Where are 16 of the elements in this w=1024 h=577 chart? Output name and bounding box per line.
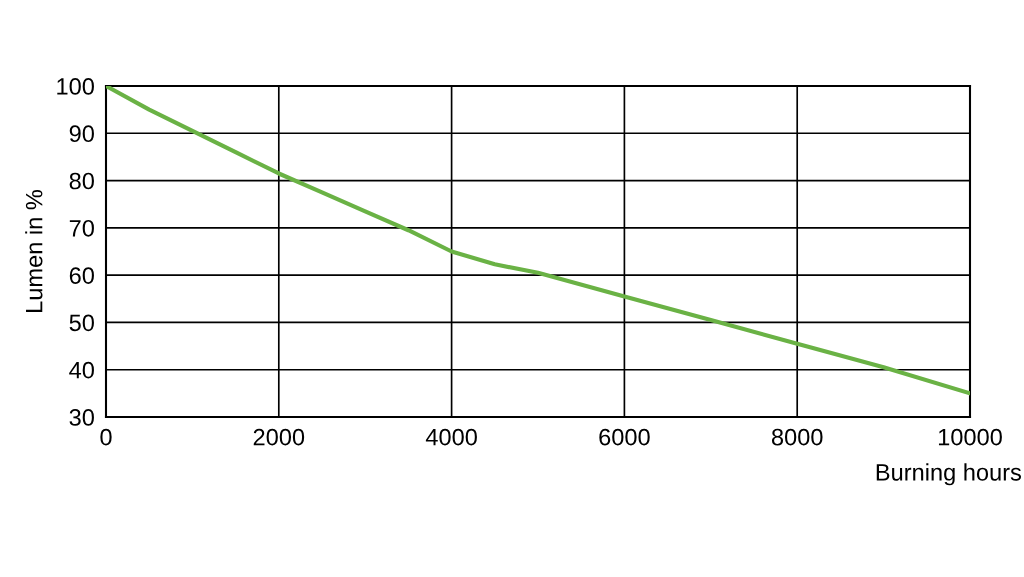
y-tick-label: 40 <box>69 361 94 379</box>
y-tick-label: 90 <box>69 125 94 143</box>
x-tick-label: 4000 <box>425 428 477 446</box>
x-tick-label: 8000 <box>771 428 823 446</box>
x-tick-label: 10000 <box>938 428 1002 446</box>
x-tick-label: 6000 <box>599 428 650 446</box>
y-tick-label: 30 <box>69 409 94 426</box>
x-axis-title: Burning hours <box>876 463 1021 486</box>
y-axis-title: Lumen in % <box>25 189 43 312</box>
y-tick-label: 50 <box>69 314 94 332</box>
y-tick-label: 100 <box>57 78 94 95</box>
y-tick-label: 80 <box>69 172 94 190</box>
x-tick-label: 0 <box>100 428 112 446</box>
x-tick-label: 2000 <box>253 428 305 446</box>
y-tick-label: 60 <box>69 267 94 284</box>
y-tick-label: 70 <box>69 219 94 237</box>
